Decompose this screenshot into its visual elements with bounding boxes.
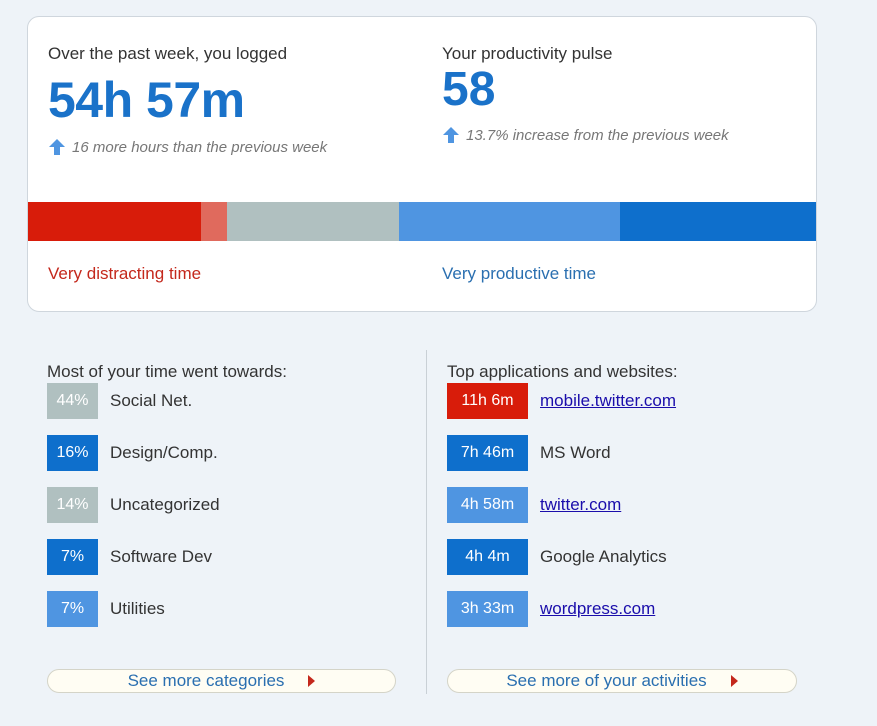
time-logged-stat: Over the past week, you logged 54h 57m 1… <box>48 44 327 156</box>
category-row: 14% Uncategorized <box>47 487 220 523</box>
activity-row: 3h 33m wordpress.com <box>447 591 676 627</box>
category-row: 44% Social Net. <box>47 383 220 419</box>
category-row: 16% Design/Comp. <box>47 435 220 471</box>
very-distracting-caption: Very distracting time <box>48 264 202 283</box>
summary-card: Over the past week, you logged 54h 57m 1… <box>27 16 817 312</box>
time-logged-change-text: 16 more hours than the previous week <box>72 138 328 156</box>
category-label: Utilities <box>110 599 165 618</box>
up-arrow-icon <box>443 127 459 143</box>
time-logged-change: 16 more hours than the previous week <box>48 138 327 156</box>
up-arrow-icon <box>49 139 65 155</box>
play-arrow-icon <box>730 675 738 687</box>
see-more-activities-label: See more of your activities <box>506 671 707 690</box>
category-row: 7% Utilities <box>47 591 220 627</box>
activity-time-badge: 4h 4m <box>447 539 528 575</box>
activities-title: Top applications and websites: <box>447 362 678 381</box>
activity-time-badge: 4h 58m <box>447 487 528 523</box>
category-label: Uncategorized <box>110 495 220 514</box>
see-more-activities-button[interactable]: See more of your activities <box>447 669 797 693</box>
productivity-pulse-change: 13.7% increase from the previous week <box>442 126 729 144</box>
categories-title: Most of your time went towards: <box>47 362 287 381</box>
category-percent-badge: 16% <box>47 435 98 471</box>
productivity-pulse-value: 58 <box>442 63 496 116</box>
activity-time-badge: 3h 33m <box>447 591 528 627</box>
activity-link[interactable]: twitter.com <box>540 495 622 514</box>
time-logged-label: Over the past week, you logged <box>48 44 288 63</box>
activity-row: 7h 46m MS Word <box>447 435 676 471</box>
category-percent-badge: 7% <box>47 539 98 575</box>
pulse-segment-distracting <box>201 202 228 241</box>
category-percent-badge: 44% <box>47 383 98 419</box>
category-row: 7% Software Dev <box>47 539 220 575</box>
activity-label: MS Word <box>540 443 611 462</box>
category-percent-badge: 7% <box>47 591 98 627</box>
productivity-distribution-bar <box>28 202 816 241</box>
pulse-segment-productive <box>399 202 621 241</box>
activity-time-badge: 7h 46m <box>447 435 528 471</box>
very-productive-caption: Very productive time <box>442 264 597 283</box>
activity-label: Google Analytics <box>540 547 667 566</box>
productivity-pulse-change-text: 13.7% increase from the previous week <box>466 126 729 144</box>
time-logged-value: 54h 57m <box>48 72 245 128</box>
category-label: Software Dev <box>110 547 213 566</box>
pulse-segment-very-distracting <box>28 202 201 241</box>
activity-row: 4h 58m twitter.com <box>447 487 676 523</box>
play-arrow-icon <box>308 675 316 687</box>
activity-row: 4h 4m Google Analytics <box>447 539 676 575</box>
activity-link[interactable]: wordpress.com <box>540 599 656 618</box>
productivity-pulse-stat: Your productivity pulse 58 13.7% increas… <box>442 44 729 144</box>
pulse-segment-neutral <box>227 202 400 241</box>
activity-link[interactable]: mobile.twitter.com <box>540 391 677 410</box>
productivity-pulse-label: Your productivity pulse <box>442 44 613 63</box>
category-label: Design/Comp. <box>110 443 218 462</box>
see-more-categories-button[interactable]: See more categories <box>47 669 396 693</box>
activity-time-badge: 11h 6m <box>447 383 528 419</box>
activity-row: 11h 6m mobile.twitter.com <box>447 383 676 419</box>
category-label: Social Net. <box>110 391 193 410</box>
see-more-categories-label: See more categories <box>127 671 285 690</box>
activity-list: 11h 6m mobile.twitter.com 7h 46m MS Word 4h … <box>447 383 676 643</box>
category-percent-badge: 14% <box>47 487 98 523</box>
pulse-segment-very-productive <box>620 202 816 241</box>
category-list: 44% Social Net. 16% Design/Comp. 14% Uncatego… <box>47 383 220 643</box>
column-divider <box>426 350 427 694</box>
